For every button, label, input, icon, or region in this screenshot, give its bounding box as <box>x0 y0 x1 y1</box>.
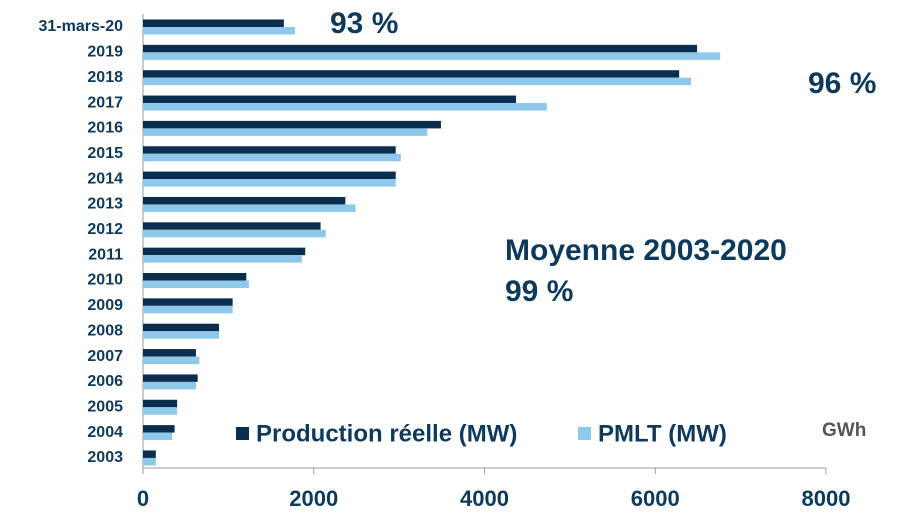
bar <box>143 153 401 162</box>
legend-label: Production réelle (MW) <box>256 420 517 447</box>
bar <box>143 146 396 154</box>
bar <box>143 222 321 230</box>
bar <box>143 196 346 205</box>
y-tick-label: 2008 <box>87 322 123 339</box>
annotation: 96 % <box>808 67 876 100</box>
y-tick-label: 2015 <box>87 145 123 162</box>
bar <box>143 204 356 212</box>
legend-swatch <box>578 427 591 440</box>
bar <box>143 70 680 78</box>
bar <box>143 305 233 314</box>
y-tick-label: 2005 <box>87 398 123 415</box>
y-tick-label: 2018 <box>87 69 123 86</box>
y-tick-label: 2012 <box>87 221 123 238</box>
bar <box>143 179 396 187</box>
bar <box>143 399 178 408</box>
bar <box>143 381 196 390</box>
bar <box>143 349 196 357</box>
bar <box>143 280 249 288</box>
y-tick-label: 2014 <box>87 170 123 187</box>
bar <box>143 374 198 382</box>
bar <box>143 171 396 180</box>
bar <box>143 19 284 27</box>
y-tick-label: 2011 <box>88 246 123 263</box>
bar <box>143 128 428 136</box>
bar <box>143 103 547 111</box>
bar <box>143 323 219 332</box>
y-tick-label: 2017 <box>87 94 123 111</box>
bar <box>143 52 721 60</box>
x-tick-label: 8000 <box>802 486 851 511</box>
annotation: 99 % <box>505 275 573 308</box>
bar <box>143 77 692 86</box>
bar <box>143 407 178 415</box>
annotation: Moyenne 2003-2020 <box>505 234 787 267</box>
bar <box>143 27 295 35</box>
bar <box>143 356 200 365</box>
y-tick-label: 2013 <box>87 196 123 213</box>
y-tick-label: 31-mars-20 <box>39 18 124 35</box>
legend-swatch <box>236 427 249 440</box>
x-tick-label: 0 <box>137 486 149 511</box>
y-tick-label: 2006 <box>87 373 123 390</box>
bar <box>143 273 247 281</box>
bar <box>143 247 306 256</box>
legend-label: PMLT (MW) <box>598 420 727 447</box>
y-tick-label: 2010 <box>87 272 123 289</box>
y-tick-label: 2007 <box>87 348 123 365</box>
y-tick-label: 2019 <box>87 44 123 61</box>
bar <box>143 425 175 433</box>
annotation: 93 % <box>330 7 398 40</box>
y-tick-label: 2009 <box>87 297 123 314</box>
bar <box>143 255 302 263</box>
bar <box>143 229 326 238</box>
bar <box>143 298 233 306</box>
x-tick-label: 4000 <box>460 486 509 511</box>
x-tick-label: 2000 <box>289 486 338 511</box>
y-tick-label: 2016 <box>87 120 123 137</box>
x-tick-label: 6000 <box>631 486 680 511</box>
bar <box>143 432 173 441</box>
bar <box>143 44 698 53</box>
unit-label: GWh <box>822 420 866 441</box>
bar <box>143 331 219 339</box>
bar <box>143 450 156 458</box>
bar <box>143 95 517 104</box>
bar <box>143 457 156 466</box>
bar <box>143 120 441 129</box>
y-tick-label: 2003 <box>87 449 123 466</box>
y-tick-label: 2004 <box>87 424 123 441</box>
